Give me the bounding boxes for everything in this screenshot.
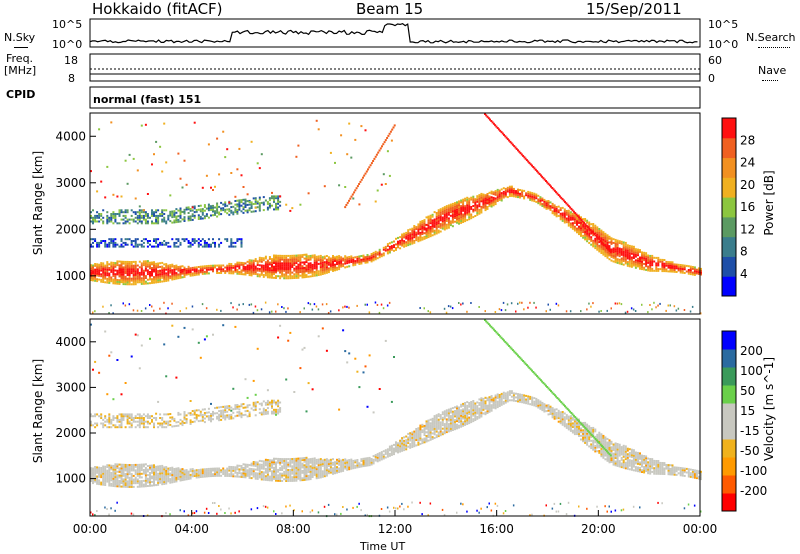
station-title: Hokkaido (fitACF) bbox=[92, 0, 223, 18]
colorbar-tick-label: -100 bbox=[740, 464, 767, 478]
colorbar-tick-label: 24 bbox=[740, 156, 755, 170]
freq-unit-label: [MHz] bbox=[4, 64, 37, 77]
y-tick-label: 1000 bbox=[55, 472, 86, 486]
x-tick-label: 00:00 bbox=[73, 522, 108, 536]
colorbar-swatch bbox=[722, 475, 736, 494]
colorbar-swatch bbox=[722, 367, 736, 386]
freq-tick-bottom: 8 bbox=[68, 72, 75, 85]
vel-y-ticks: 1000 2000 3000 4000 bbox=[55, 335, 96, 486]
x-tick-label: 12:00 bbox=[378, 522, 413, 536]
nave-tick-bottom: 0 bbox=[708, 72, 715, 85]
date-title: 15/Sep/2011 bbox=[586, 0, 682, 18]
colorbar-swatch bbox=[722, 457, 736, 476]
colorbar-tick-label: 28 bbox=[740, 133, 755, 147]
x-tick-label: 16:00 bbox=[479, 522, 514, 536]
colorbar-frame bbox=[721, 117, 737, 297]
power-heatmap bbox=[90, 113, 702, 315]
x-tick-label: 08:00 bbox=[276, 522, 311, 536]
colorbar-swatch bbox=[722, 349, 736, 368]
colorbar-swatch bbox=[722, 276, 736, 297]
colorbar-tick-label: 100 bbox=[740, 364, 763, 378]
nsearch-label: N.Search bbox=[746, 31, 796, 44]
pow-y-ticks: 1000 2000 3000 4000 bbox=[55, 129, 96, 283]
colorbar-tick-label: -200 bbox=[740, 484, 767, 498]
colorbar-swatch bbox=[722, 216, 736, 238]
colorbar-tick-label: 200 bbox=[740, 344, 763, 358]
nsky-series-line bbox=[89, 23, 698, 44]
colorbar-swatch bbox=[722, 493, 736, 512]
power-colorbar: 4 8 12 16 20 24 28 bbox=[721, 117, 755, 297]
colorbar-swatch bbox=[722, 256, 736, 277]
sky-panel-frame bbox=[89, 18, 701, 48]
y-tick-label: 4000 bbox=[55, 335, 86, 349]
freq-panel-frame bbox=[89, 53, 701, 82]
colorbar-swatch bbox=[722, 236, 736, 257]
colorbar-swatch bbox=[722, 439, 736, 458]
nsky-label: N.Sky bbox=[4, 31, 36, 44]
y-tick-label: 3000 bbox=[55, 176, 86, 190]
colorbar-swatch bbox=[722, 137, 736, 159]
nave-legend-line bbox=[762, 80, 778, 81]
y-tick-label: 1000 bbox=[55, 269, 86, 283]
colorbar-tick-label: 8 bbox=[740, 245, 748, 259]
x-tick-label: 04:00 bbox=[174, 522, 209, 536]
nsky-legend-line bbox=[14, 47, 28, 48]
cpid-label: CPID bbox=[6, 88, 36, 101]
nave-label: Nave bbox=[758, 64, 787, 77]
colorbar-swatch bbox=[722, 197, 736, 218]
freq-tick-top: 18 bbox=[64, 54, 78, 67]
nave-tick-top: 60 bbox=[708, 54, 722, 67]
colorbar-tick-label: 15 bbox=[740, 404, 755, 418]
colorbar-frame bbox=[721, 330, 737, 512]
nsky-tick-top: 10^5 bbox=[52, 18, 83, 31]
colorbar-tick-label: 50 bbox=[740, 384, 755, 398]
colorbar-swatch bbox=[722, 403, 736, 422]
nsky-tick-bottom: 10^0 bbox=[52, 38, 83, 51]
freq-label: Freq. bbox=[6, 52, 34, 65]
velocity-heatmap bbox=[90, 319, 702, 518]
colorbar-swatch bbox=[722, 331, 736, 350]
colorbar-tick-label: 16 bbox=[740, 200, 755, 214]
cpid-mode-text: normal (fast) 151 bbox=[93, 93, 202, 106]
nsearch-legend-line bbox=[758, 47, 790, 48]
colorbar-tick-label: 20 bbox=[740, 178, 755, 192]
y-tick-label: 2000 bbox=[55, 222, 86, 236]
colorbar-tick-label: -50 bbox=[740, 444, 760, 458]
colorbar-swatch bbox=[722, 385, 736, 404]
x-tick-label: 20:00 bbox=[581, 522, 616, 536]
colorbar-swatch bbox=[722, 118, 736, 139]
cpid-panel-frame bbox=[89, 86, 701, 109]
y-tick-label: 4000 bbox=[55, 129, 86, 143]
time-ut-xlabel: Time UT bbox=[360, 540, 406, 553]
pow-panel-frame bbox=[89, 112, 701, 315]
x-ticks: 00:00 04:00 08:00 12:00 16:00 20:00 00:00 bbox=[73, 510, 718, 536]
vel-panel-frame bbox=[89, 318, 701, 517]
colorbar-tick-label: 12 bbox=[740, 222, 755, 236]
colorbar-tick-label: -15 bbox=[740, 424, 760, 438]
colorbar-swatch bbox=[722, 157, 736, 178]
velocity-colorbar: -200 -100 -50 -15 15 50 100 200 bbox=[721, 330, 767, 512]
y-tick-label: 2000 bbox=[55, 426, 86, 440]
nsearch-tick-bottom: 10^0 bbox=[708, 38, 739, 51]
x-tick-label: 00:00 bbox=[683, 522, 718, 536]
colorbar-swatch bbox=[722, 421, 736, 440]
nsearch-tick-top: 10^5 bbox=[708, 18, 739, 31]
beam-title: Beam 15 bbox=[356, 0, 424, 18]
y-tick-label: 3000 bbox=[55, 380, 86, 394]
colorbar-tick-label: 4 bbox=[740, 267, 748, 281]
colorbar-swatch bbox=[722, 177, 736, 198]
